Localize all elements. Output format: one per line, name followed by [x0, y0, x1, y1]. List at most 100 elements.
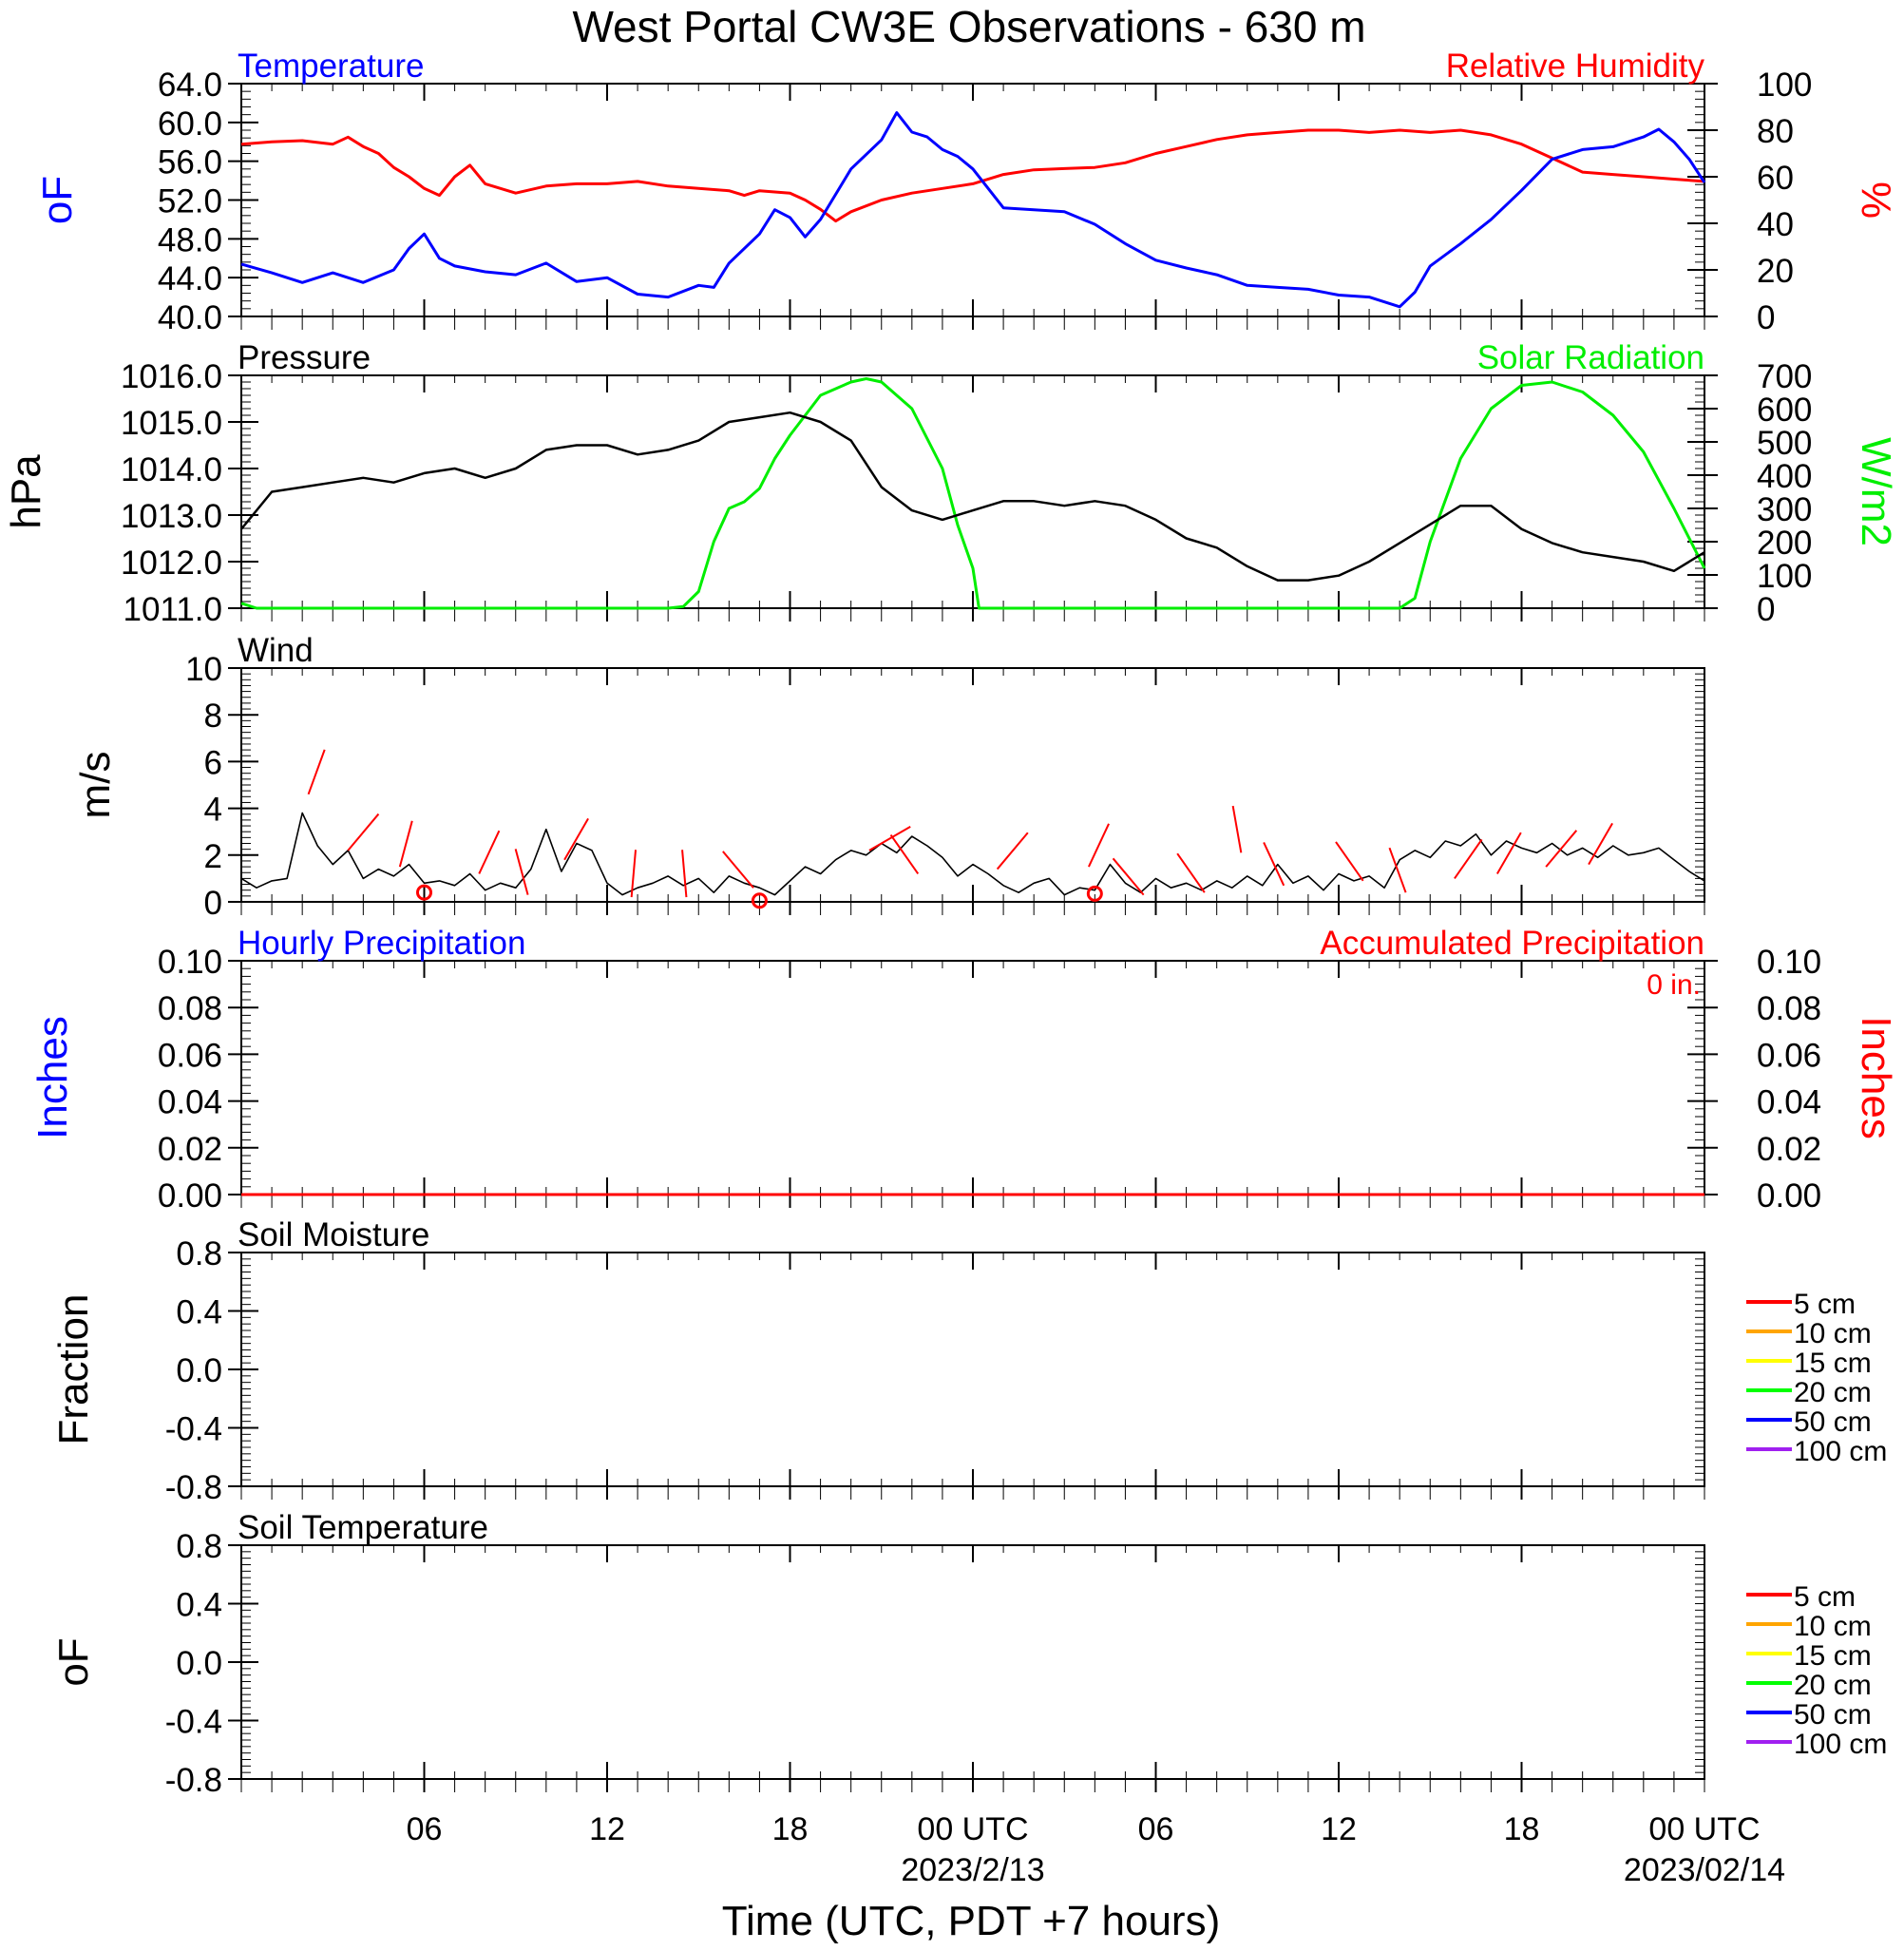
left-tick-label: 1012.0	[121, 545, 222, 582]
right-tick-label: 700	[1757, 358, 1812, 395]
figure-title: West Portal CW3E Observations - 630 m	[572, 2, 1365, 51]
left-tick-label: 1011.0	[124, 591, 222, 628]
x-date-label: 2023/02/14	[1624, 1852, 1785, 1888]
wind-barb	[1176, 852, 1206, 893]
legend-label: 5 cm	[1794, 1581, 1856, 1613]
right-tick-label: 60	[1757, 160, 1794, 197]
left-tick-label: 0.00	[158, 1177, 222, 1215]
x-tick-label: 18	[772, 1811, 809, 1847]
left-tick-label: 1016.0	[121, 358, 222, 395]
wind-barb	[307, 749, 326, 795]
right-tick-label: 0.08	[1757, 990, 1821, 1027]
right-tick-label: 200	[1757, 525, 1812, 562]
legend-label: 50 cm	[1794, 1406, 1872, 1438]
x-axis: 06 12 18 00 UTC 06 12 18 00 UTC 2023/2/13 2023/02…	[407, 1811, 1786, 1944]
left-tick-label: 0.08	[158, 990, 222, 1027]
right-tick-label: 0.10	[1757, 944, 1821, 981]
left-title: Wind	[238, 632, 314, 669]
humidity-line	[240, 128, 1705, 223]
solar-line	[240, 377, 1706, 610]
left-tick-label: 56.0	[158, 144, 222, 182]
left-units: hPa	[3, 454, 49, 529]
calm-wind-marker	[416, 884, 432, 901]
left-title: Soil Temperature	[238, 1509, 488, 1546]
right-tick-label: 0.02	[1757, 1131, 1821, 1168]
left-tick-label: 0	[204, 885, 222, 922]
right-tick-label: 100	[1757, 67, 1812, 104]
left-units: Fraction	[50, 1294, 97, 1445]
left-tick-label: -0.8	[165, 1762, 222, 1799]
panels: 64.060.056.052.048.044.040.0100806040200…	[3, 48, 1899, 1799]
panel-wind: 10 8 6 4 2 0 Wind m/s	[72, 632, 1705, 922]
x-tick-label: 00 UTC	[1648, 1811, 1760, 1847]
left-tick-label: 1015.0	[121, 405, 222, 442]
panel-pressure: 1016.0 1015.0 1014.0 1013.0 1012.0 1011.0 7006…	[3, 339, 1899, 628]
left-units: oF	[50, 1637, 97, 1686]
left-tick-label: 0.02	[158, 1131, 222, 1168]
panel-temp: 64.060.056.052.048.044.040.0 100 80 60 40 20 0…	[34, 48, 1899, 336]
wind-barb	[514, 849, 529, 895]
right-tick-label: 600	[1757, 392, 1812, 429]
left-tick-label: 64.0	[158, 67, 222, 104]
right-units: %	[1853, 182, 1899, 219]
wind-barb	[398, 820, 413, 868]
left-tick-label: 0.10	[158, 944, 222, 981]
wind-barb	[1231, 805, 1243, 853]
x-tick-label: 06	[1138, 1811, 1174, 1847]
accum-precip-total: 0 in.	[1647, 969, 1701, 1001]
wind-barb	[1112, 857, 1145, 896]
plot-frame	[240, 960, 1705, 1195]
left-tick-label: -0.4	[165, 1704, 222, 1741]
right-tick-label: 80	[1757, 113, 1794, 150]
calm-wind-marker	[751, 892, 768, 909]
right-tick-label: 40	[1757, 206, 1794, 243]
right-tick-label: 0.00	[1757, 1177, 1821, 1215]
left-tick-label: -0.4	[165, 1411, 222, 1448]
left-tick-label: 0.8	[176, 1235, 222, 1272]
x-axis-label: Time (UTC, PDT +7 hours)	[722, 1898, 1220, 1944]
legend-label: 10 cm	[1794, 1318, 1872, 1349]
left-tick-label: 48.0	[158, 221, 222, 258]
panel-precip: 0.10 0.08 0.06 0.04 0.02 0.00 0.10 0.08 0.06 0.04…	[29, 925, 1899, 1215]
left-tick-label: 8	[204, 698, 222, 735]
x-tick-label: 00 UTC	[917, 1811, 1028, 1847]
left-tick-label: 2	[204, 838, 222, 875]
right-tick-label: 0	[1757, 299, 1775, 336]
legend-label: 20 cm	[1794, 1377, 1872, 1408]
left-tick-label: 44.0	[158, 260, 222, 297]
left-tick-label: 1014.0	[121, 451, 222, 488]
left-tick-label: -0.8	[165, 1469, 222, 1506]
wind-barb	[868, 826, 911, 851]
right-title: Solar Radiation	[1477, 339, 1704, 376]
wind-barb	[1388, 847, 1407, 893]
right-tick-label: 100	[1757, 558, 1812, 595]
right-tick-label: 20	[1757, 253, 1794, 290]
right-units: W/m2	[1853, 437, 1899, 546]
pressure-line	[240, 411, 1705, 582]
right-tick-label: 0	[1757, 591, 1775, 628]
wind-barb	[681, 850, 688, 898]
x-date-label: 2023/2/13	[901, 1852, 1044, 1888]
left-tick-label: 0.4	[176, 1294, 222, 1331]
left-tick-label: 60.0	[158, 105, 222, 143]
legend-label: 20 cm	[1794, 1670, 1872, 1701]
wind-barb	[1495, 832, 1522, 874]
x-tick-label: 18	[1504, 1811, 1540, 1847]
plot-frame	[240, 374, 1705, 609]
left-units: oF	[34, 176, 81, 224]
legend-label: 5 cm	[1794, 1289, 1856, 1320]
plot-frame	[240, 83, 1705, 317]
wind-barb	[1454, 838, 1483, 879]
left-tick-label: 0.8	[176, 1528, 222, 1565]
right-tick-label: 0.06	[1757, 1037, 1821, 1074]
wind-barb	[563, 817, 589, 861]
left-tick-label: 0.0	[176, 1645, 222, 1682]
wind-barb	[1088, 823, 1110, 868]
left-tick-label: 0.4	[176, 1587, 222, 1624]
wind-barb	[1335, 841, 1364, 882]
left-title: Hourly Precipitation	[238, 925, 525, 962]
left-tick-label: 1013.0	[121, 498, 222, 535]
left-title: Temperature	[238, 48, 424, 85]
legend-label: 10 cm	[1794, 1611, 1872, 1642]
